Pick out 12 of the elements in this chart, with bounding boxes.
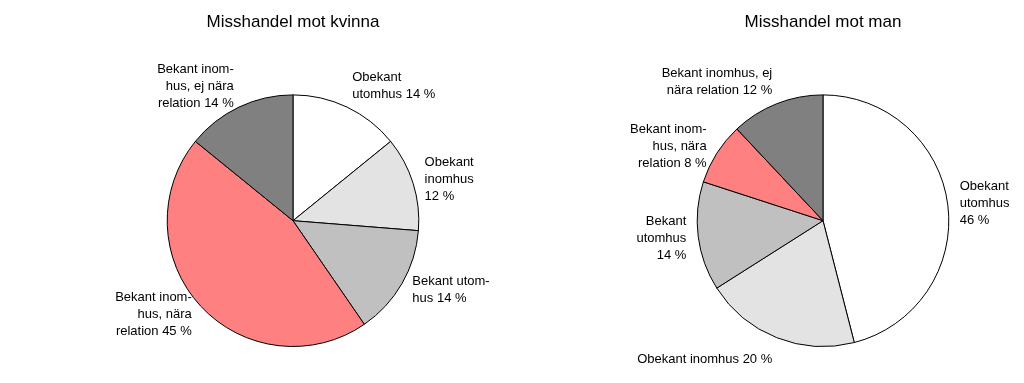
slice-label: Obekant utomhus 46 % bbox=[959, 178, 1011, 228]
slice-label: Obekant inomhus 20 % bbox=[637, 350, 773, 366]
chart-title: Misshandel mot kvinna bbox=[206, 11, 380, 31]
slice-label: Bekant inom- hus, nära relation 45 % bbox=[115, 288, 193, 338]
chart-title: Misshandel mot man bbox=[744, 11, 902, 31]
slice-label: Bekant inom- hus, ej nära relation 14 % bbox=[157, 60, 235, 110]
slice-label: Bekant utom- hus 14 % bbox=[412, 272, 490, 305]
slice-label: Obekant inomhus 12 % bbox=[424, 154, 475, 204]
slice-label: Obekant utomhus 14 % bbox=[352, 69, 436, 102]
slice-label: Bekant inom- hus, nära relation 8 % bbox=[630, 121, 708, 171]
slice-label: Bekant inomhus, ej nära relation 12 % bbox=[661, 65, 773, 98]
slice-label: Bekant utomhus 14 % bbox=[636, 212, 687, 262]
